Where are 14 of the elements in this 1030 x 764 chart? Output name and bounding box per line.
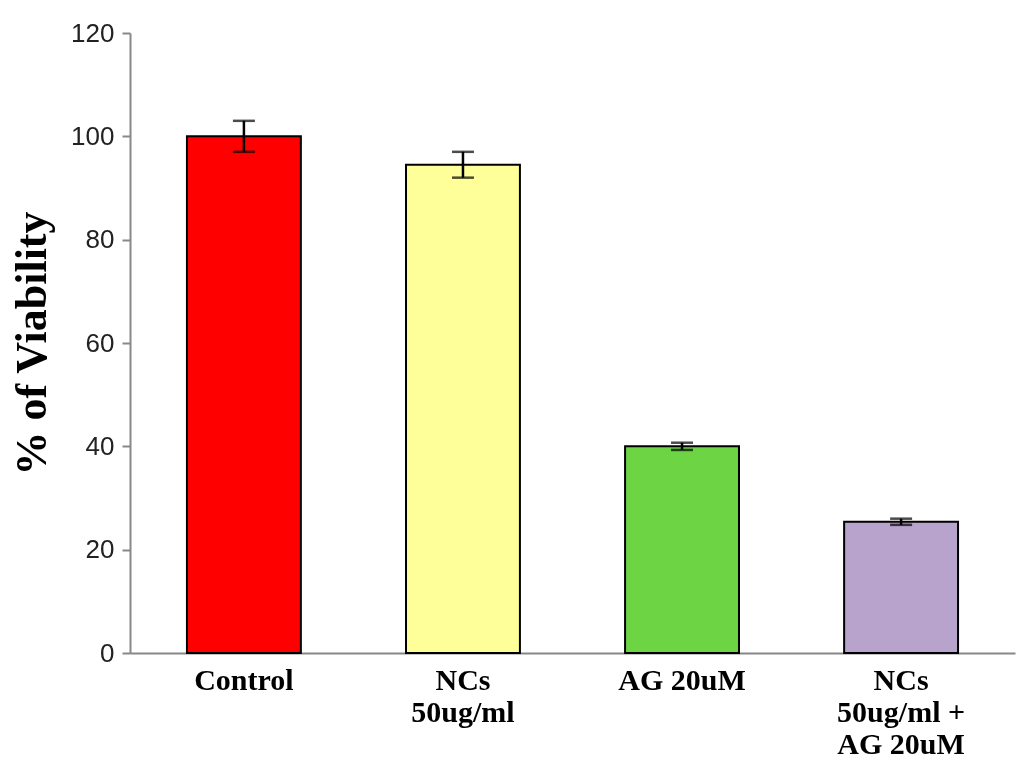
- y-tick-label: 100: [71, 120, 115, 151]
- y-tick-label: 0: [100, 637, 115, 668]
- x-tick-label: NCs 50ug/ml: [411, 662, 515, 728]
- x-tick-label: AG 20uM: [618, 662, 746, 696]
- y-tick-label: 60: [85, 327, 115, 358]
- y-axis-title: % of Viability: [7, 211, 57, 476]
- x-tick-label: NCs 50ug/ml + AG 20uM: [837, 662, 966, 760]
- bar: [843, 520, 960, 654]
- x-tick-label: Control: [194, 662, 294, 696]
- bar: [624, 445, 740, 654]
- y-tick-label: 80: [85, 224, 115, 255]
- y-tick-label: 20: [85, 534, 115, 565]
- y-tick-label: 120: [71, 17, 115, 48]
- y-tick-label: 40: [85, 430, 115, 461]
